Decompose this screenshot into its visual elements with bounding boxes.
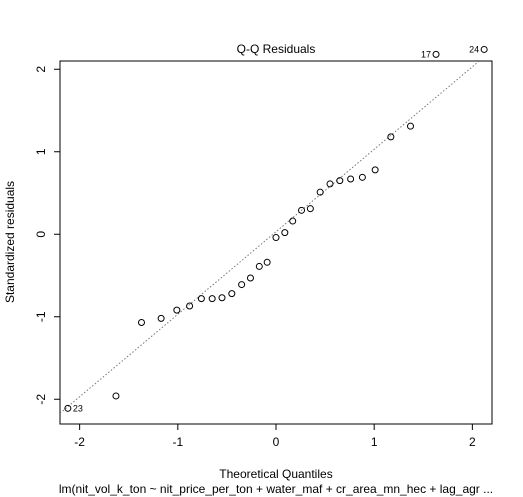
data-point (186, 302, 194, 310)
y-axis: -2 -1 0 1 2 (34, 66, 60, 405)
data-point (238, 281, 246, 289)
y-axis-label: Standardized residuals (3, 181, 17, 303)
data-point (371, 166, 379, 174)
data-point (137, 319, 145, 327)
data-point (336, 177, 344, 185)
point-label: 17 (421, 49, 431, 59)
point-label: 24 (469, 44, 479, 54)
x-tick-label: 0 (273, 435, 280, 449)
y-tick-label: 0 (34, 231, 48, 238)
y-tick-label: -2 (34, 394, 48, 405)
data-point (347, 175, 355, 183)
data-point (298, 206, 306, 214)
data-point (255, 262, 263, 270)
plot-frame (59, 60, 493, 425)
data-point (197, 295, 205, 303)
data-point (289, 217, 297, 225)
x-axis-label: Theoretical Quantiles (219, 467, 332, 481)
y-tick-label: 2 (34, 66, 48, 73)
data-point (432, 50, 440, 58)
data-point (272, 234, 280, 242)
data-point (326, 180, 334, 188)
data-point (316, 188, 324, 196)
data-point (173, 306, 181, 314)
data-points: 23 17 24 (64, 44, 488, 413)
chart-title: Q-Q Residuals (237, 42, 316, 56)
data-point (208, 295, 216, 303)
data-point (407, 122, 415, 130)
data-point (228, 290, 236, 298)
reference-line (60, 61, 481, 414)
data-point (387, 133, 395, 141)
data-point (263, 258, 271, 266)
data-point (480, 45, 488, 53)
data-point (306, 205, 314, 213)
data-point (64, 404, 72, 412)
x-tick-label: -2 (74, 435, 85, 449)
plot-subtitle: lm(nit_vol_k_ton ~ nit_price_per_ton + w… (59, 482, 493, 496)
x-tick-label: 1 (371, 435, 378, 449)
data-point (157, 314, 165, 322)
x-axis: -2 -1 0 1 2 (74, 424, 476, 449)
data-point (246, 274, 254, 282)
x-tick-label: -1 (172, 435, 183, 449)
data-point (281, 229, 289, 237)
x-tick-label: 2 (469, 435, 476, 449)
y-tick-label: -1 (34, 311, 48, 322)
point-label: 23 (73, 403, 83, 413)
y-tick-label: 1 (34, 148, 48, 155)
data-point (218, 294, 226, 302)
data-point (112, 392, 120, 400)
data-point (358, 173, 366, 181)
